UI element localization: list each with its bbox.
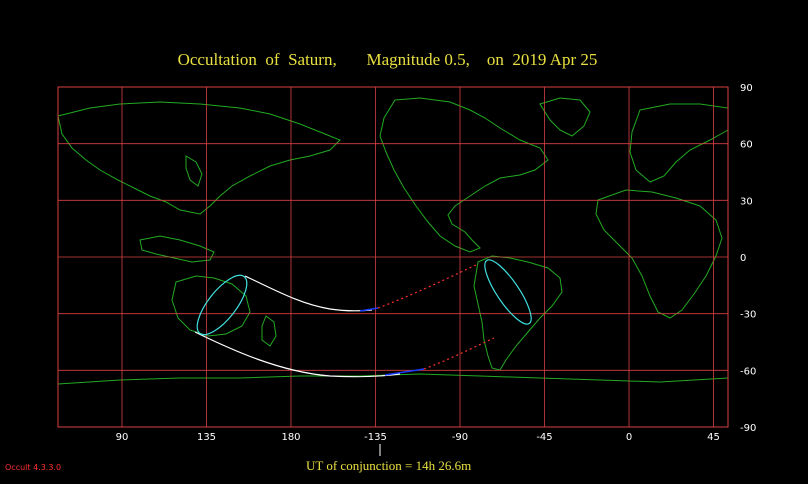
coastline-japan (185, 155, 203, 187)
coastline-europe-east (629, 103, 729, 183)
longitude-tick-label: 180 (281, 432, 300, 443)
latitude-tick-label: 0 (740, 253, 746, 264)
coastline-antarctica (57, 373, 729, 385)
latitude-ticks: 90 60 30 0 -30 -60 -90 (740, 83, 756, 434)
longitude-tick-label: -90 (452, 432, 468, 443)
coastlines (57, 97, 729, 385)
longitude-ticks: 90 135 180 -135 -90 -45 0 45 (116, 432, 720, 443)
map-frame (57, 86, 729, 428)
software-version: Occult 4.3.3.0 (5, 463, 62, 472)
conjunction-time-label: UT of conjunction = 14h 26.6m (306, 458, 472, 473)
north-limit-night (359, 307, 379, 312)
longitude-tick-label: -45 (536, 432, 552, 443)
longitude-tick-label: 45 (707, 432, 720, 443)
longitude-tick-label: 135 (197, 432, 216, 443)
latitude-tick-label: 30 (740, 196, 753, 207)
coastline-new-zealand (261, 315, 277, 347)
latitude-tick-label: -90 (740, 423, 756, 434)
north-limit-visible (244, 275, 373, 312)
latitude-tick-label: 90 (740, 83, 753, 94)
coastline-south-america (473, 255, 563, 371)
longitude-tick-label: 0 (626, 432, 632, 443)
coastline-north-america (379, 97, 549, 253)
longitude-tick-label: -135 (364, 432, 387, 443)
latitude-tick-label: 60 (740, 140, 753, 151)
coastline-greenland (539, 97, 591, 137)
north-limit-below-horizon (377, 263, 479, 309)
longitude-tick-label: 90 (116, 432, 129, 443)
south-limit-visible (194, 331, 401, 378)
coastline-eurasia (57, 101, 341, 215)
plot-title: Occultation of Saturn, Magnitude 0.5, on… (177, 50, 598, 69)
coastline-africa (595, 189, 723, 319)
coastline-australia (171, 275, 251, 337)
latitude-tick-label: -30 (740, 310, 756, 321)
south-limit-night (384, 368, 425, 376)
coastline-maritime-asia (139, 235, 215, 263)
latitude-tick-label: -60 (740, 366, 756, 377)
south-limit-below-horizon (423, 337, 495, 370)
east-limit-ellipse (484, 259, 532, 325)
occultation-paths (194, 259, 532, 378)
west-limit-ellipse (196, 274, 248, 336)
lat-lon-grid (58, 87, 728, 427)
